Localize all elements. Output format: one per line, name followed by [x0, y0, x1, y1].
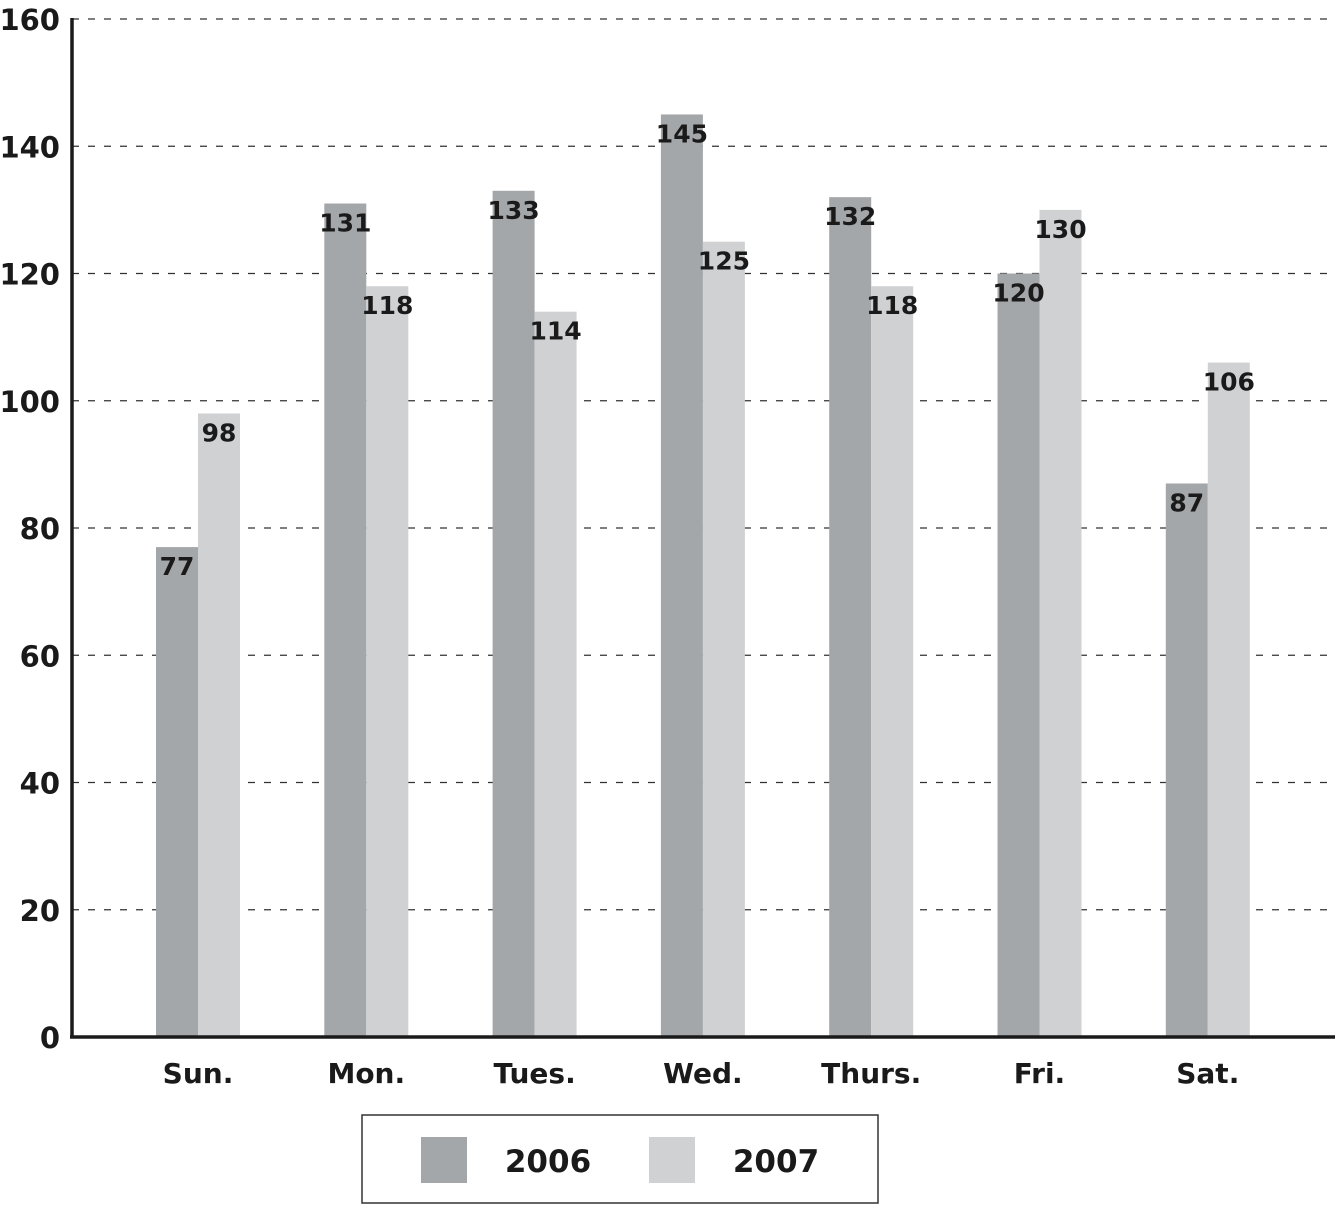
bar-2006-thurs [829, 197, 872, 1037]
data-label-2006-tues: 133 [488, 196, 540, 225]
data-label-2006-wed: 145 [656, 119, 708, 148]
data-label-2007-wed: 125 [698, 247, 750, 276]
data-label-2006-thurs: 132 [824, 202, 876, 231]
data-labels: 77 98 131 118 133 114 145 125 132 118 120 130 87 106 [160, 119, 1255, 581]
legend-swatch-2006 [421, 1137, 467, 1183]
x-tick-label-thurs: Thurs. [821, 1057, 921, 1090]
bar-2006-wed [660, 114, 703, 1037]
x-tick-label-sat: Sat. [1176, 1057, 1239, 1090]
y-tick-label-120: 120 [0, 258, 60, 292]
data-label-2007-sat: 106 [1203, 368, 1255, 397]
data-label-2006-fri: 120 [992, 279, 1044, 308]
y-tick-label-0: 0 [40, 1021, 60, 1055]
x-axis-ticks: Sun. Mon. Tues. Wed. Thurs. Fri. Sat. [163, 1057, 1240, 1090]
legend: 2006 2007 [361, 1114, 879, 1204]
y-tick-label-40: 40 [20, 767, 60, 801]
data-label-2007-sun: 98 [202, 418, 237, 447]
data-label-2006-mon: 131 [319, 209, 371, 238]
x-tick-label-mon: Mon. [327, 1057, 405, 1090]
legend-label-2006: 2006 [505, 1144, 591, 1180]
bar-2006-mon [324, 203, 367, 1037]
data-label-2007-thurs: 118 [866, 291, 918, 320]
bar-2007-wed [702, 241, 745, 1037]
bar-2007-sun [198, 413, 240, 1038]
bar-2007-thurs [871, 286, 914, 1038]
y-tick-label-100: 100 [0, 385, 60, 419]
axes [70, 18, 1335, 1039]
data-label-2007-mon: 118 [361, 291, 413, 320]
bar-2007-tues [534, 311, 577, 1037]
data-label-2007-fri: 130 [1034, 215, 1086, 244]
legend-label-2007: 2007 [733, 1144, 819, 1180]
data-label-2007-tues: 114 [530, 317, 582, 346]
y-tick-label-80: 80 [20, 512, 60, 546]
bar-2006-fri [997, 273, 1040, 1037]
x-tick-label-tues: Tues. [493, 1057, 575, 1090]
bar-2007-fri [1039, 209, 1082, 1037]
data-label-2006-sat: 87 [1169, 488, 1204, 517]
bar-2007-mon [366, 286, 409, 1038]
y-tick-label-20: 20 [20, 894, 60, 928]
gridlines [72, 18, 1335, 911]
y-tick-label-140: 140 [0, 130, 60, 164]
y-tick-label-60: 60 [20, 639, 60, 673]
x-tick-label-sun: Sun. [163, 1057, 234, 1090]
x-tick-label-fri: Fri. [1014, 1057, 1065, 1090]
legend-swatch-2007 [649, 1137, 695, 1183]
bar-2006-sat [1165, 483, 1208, 1037]
bar-2006-sun [156, 547, 198, 1037]
y-axis-ticks: 0 20 40 60 80 100 120 140 160 [0, 3, 60, 1055]
bar-2006-tues [492, 190, 535, 1038]
bar-2007-sat [1207, 362, 1250, 1037]
data-label-2006-sun: 77 [160, 552, 195, 581]
bars [156, 114, 1250, 1038]
y-tick-label-160: 160 [0, 3, 60, 37]
x-tick-label-wed: Wed. [663, 1057, 743, 1090]
